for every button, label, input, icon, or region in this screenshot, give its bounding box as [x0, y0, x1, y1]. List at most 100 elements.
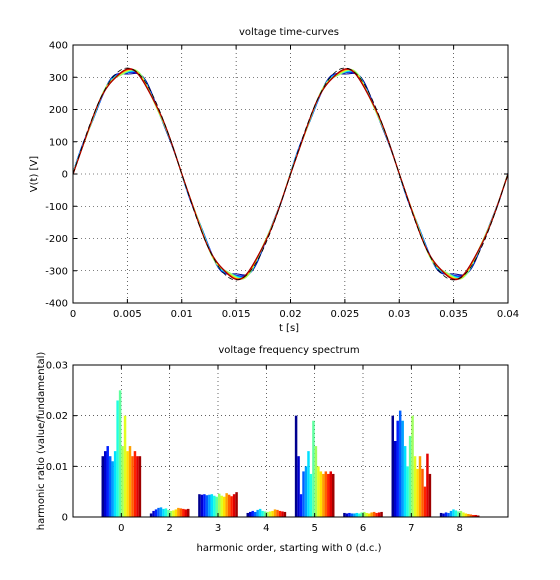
spectrum-bar: [350, 513, 354, 517]
spectrum-panel: voltage frequency spectrum 0.030.020.010…: [36, 345, 509, 554]
spectrum-bar: [283, 511, 287, 517]
spectrum-bar: [426, 453, 429, 517]
spectrum-bar: [406, 466, 409, 517]
time-xtick-label: 0.02: [279, 309, 301, 320]
spectrum-bar: [477, 515, 480, 517]
time-ytick-label: 400: [49, 41, 68, 52]
spectrum-bar: [225, 493, 228, 517]
time-ylabel: V(t) [V]: [29, 156, 40, 192]
spectrum-bar: [363, 511, 366, 517]
spectrum-bar: [307, 451, 310, 517]
time-ytick-label: 0: [62, 170, 68, 181]
spectrum-ytick-label: 0.01: [46, 462, 68, 473]
spectrum-bar: [182, 508, 185, 517]
spectrum-ticks: 0.03 0.02 0.01 0 0 2 3 4 5 6 7 8: [46, 361, 508, 534]
spectrum-bar: [403, 446, 407, 517]
spectrum-bar: [111, 461, 114, 517]
spectrum-bar: [198, 494, 201, 517]
spectrum-bar: [184, 509, 188, 517]
spectrum-bar: [123, 415, 127, 517]
spectrum-ytick-label: 0.03: [46, 361, 68, 372]
spectrum-bar: [312, 420, 315, 517]
spectrum-bar: [126, 451, 129, 517]
time-ytick-label: -100: [45, 202, 68, 213]
spectrum-bar: [179, 508, 183, 517]
spectrum-bar: [447, 512, 450, 517]
spectrum-bar: [220, 495, 223, 517]
spectrum-bar: [256, 509, 259, 517]
spectrum-bar: [118, 390, 122, 517]
spectrum-bar: [462, 512, 465, 517]
spectrum-ytick-label: 0: [62, 513, 68, 524]
spectrum-bar: [353, 513, 356, 517]
time-ticks: 0 0.005 0.01 0.015 0.02 0.025 0.03 0.035 0.04 400…: [45, 41, 519, 321]
spectrum-bar: [268, 511, 272, 517]
spectrum-bar: [116, 400, 119, 517]
time-ytick-label: -300: [45, 266, 68, 277]
spectrum-bar: [391, 415, 394, 517]
spectrum-bar: [467, 513, 470, 517]
spectrum-bar: [131, 456, 134, 517]
spectrum-bar: [253, 511, 257, 517]
spectrum-bar: [348, 512, 351, 517]
spectrum-bar: [200, 494, 204, 517]
spectrum-title: voltage frequency spectrum: [218, 345, 359, 356]
spectrum-bar: [261, 510, 264, 517]
spectrum-plot-frame: [72, 364, 509, 518]
spectrum-bar: [203, 494, 206, 517]
spectrum-bar: [327, 473, 330, 517]
spectrum-xlabel: harmonic order, starting with 0 (d.c.): [197, 543, 382, 554]
spectrum-bar: [444, 512, 448, 517]
time-xtick-label: 0.04: [497, 309, 519, 320]
spectrum-bar: [452, 509, 455, 517]
spectrum-bar: [157, 507, 160, 517]
spectrum-bar: [297, 456, 300, 517]
spectrum-bar: [232, 494, 236, 517]
spectrum-bar: [304, 466, 308, 517]
spectrum-bar: [398, 410, 402, 517]
spectrum-bar: [457, 511, 460, 517]
spectrum-xtick-label: 8: [456, 523, 462, 534]
spectrum-bar: [396, 420, 399, 517]
spectrum-bar: [332, 473, 335, 517]
spectrum-bar: [469, 514, 473, 517]
spectrum-bar: [136, 456, 139, 517]
spectrum-bar: [370, 512, 373, 517]
spectrum-bar: [218, 493, 221, 517]
spectrum-bar: [423, 486, 427, 517]
spectrum-bar: [413, 456, 417, 517]
time-xtick-label: 0.025: [331, 309, 360, 320]
spectrum-bar: [213, 495, 216, 517]
spectrum-bar: [187, 508, 190, 517]
spectrum-bar: [299, 494, 303, 517]
spectrum-bar: [428, 473, 432, 517]
spectrum-bar: [418, 456, 422, 517]
spectrum-bar: [246, 512, 249, 517]
spectrum-bar: [358, 513, 361, 517]
spectrum-bar: [355, 512, 359, 517]
spectrum-xtick-label: 5: [311, 523, 317, 534]
time-xtick-label: 0.015: [222, 309, 251, 320]
spectrum-bar: [106, 446, 109, 517]
spectrum-bar: [474, 514, 478, 517]
spectrum-bar: [416, 468, 419, 517]
spectrum-bar: [149, 513, 153, 517]
spectrum-bars: [101, 390, 480, 517]
spectrum-bar: [222, 496, 226, 517]
time-xlabel: t [s]: [279, 323, 299, 334]
spectrum-bar: [459, 510, 463, 517]
spectrum-bar: [401, 420, 404, 517]
spectrum-bar: [177, 507, 180, 517]
spectrum-bar: [159, 507, 163, 517]
spectrum-bar: [454, 510, 458, 517]
spectrum-bar: [302, 471, 305, 517]
spectrum-bar: [442, 513, 445, 517]
time-xtick-label: 0: [70, 309, 76, 320]
time-curves-title: voltage time-curves: [239, 27, 339, 38]
time-curves-panel: voltage time-curves 0 0.005 0.01 0.015 0.02 0…: [29, 27, 519, 334]
spectrum-bar: [167, 509, 170, 517]
spectrum-bar: [164, 508, 168, 517]
reference-curve: [72, 67, 509, 281]
time-xtick-label: 0.005: [113, 309, 142, 320]
spectrum-bar: [278, 510, 282, 517]
